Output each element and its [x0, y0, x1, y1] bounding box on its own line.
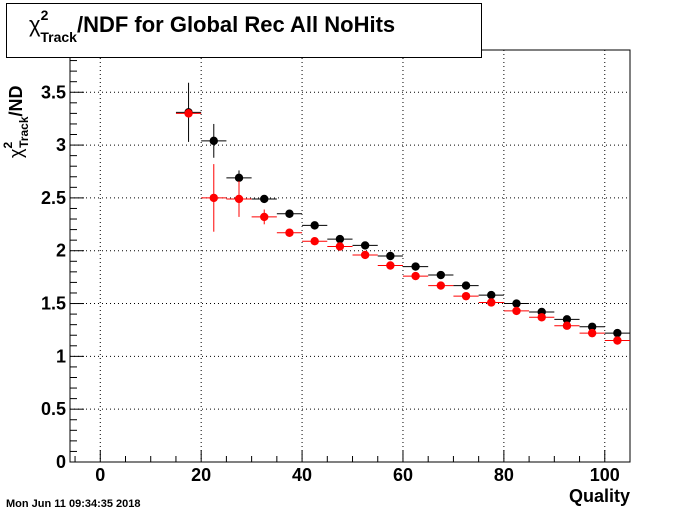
y-axis-label: χ2 Track/ND [1, 38, 42, 168]
data-point [360, 241, 370, 250]
data-point [209, 136, 218, 146]
ylabel-superscript: 2 [1, 141, 15, 149]
data-point [487, 298, 496, 307]
data-point [512, 306, 521, 316]
data-point [562, 321, 572, 330]
axis-ticks [70, 49, 631, 463]
data-point [411, 262, 420, 271]
data-point [411, 271, 420, 281]
axes [69, 49, 631, 463]
chart-title: χ2 Track/NDF for Global Rec All NoHits [29, 7, 396, 45]
data-point [184, 109, 193, 118]
x-tick-label: 0 [95, 465, 105, 485]
x-axis-label: Quality [568, 486, 630, 506]
data-point [260, 212, 269, 222]
data-point [386, 261, 395, 270]
data-point [234, 194, 244, 204]
data-point [487, 290, 496, 300]
x-tick-label: 80 [494, 465, 514, 485]
data-point [613, 328, 622, 338]
y-tick-label: 2.5 [41, 188, 66, 208]
y-tick-label: 0 [56, 452, 66, 472]
data-point [461, 291, 471, 301]
data-point [335, 242, 345, 251]
data-point [360, 250, 370, 260]
ylabel-subscript: Track [17, 116, 31, 148]
title-subscript: Track [40, 29, 77, 45]
title-superscript: 2 [40, 7, 49, 23]
data-point [209, 193, 218, 203]
data-point [386, 251, 395, 261]
data-point [285, 209, 294, 218]
data-point [310, 237, 319, 246]
data-point [436, 281, 446, 290]
data-point [436, 270, 446, 280]
ylabel-main-text: /ND [6, 85, 26, 117]
y-tick-label: 0.5 [41, 399, 66, 419]
x-tick-label: 40 [292, 465, 312, 485]
data-point [285, 228, 294, 237]
data-point [512, 299, 521, 308]
title-main-text: /NDF for Global Rec All NoHits [76, 12, 396, 37]
title-box: χ2 Track/NDF for Global Rec All NoHits [6, 3, 482, 58]
data-point [260, 194, 269, 204]
data-point [587, 322, 597, 331]
title-chi-symbol: χ [29, 12, 41, 37]
data-point [310, 221, 319, 230]
y-tick-label: 1 [56, 346, 66, 366]
y-tick-label: 1.5 [41, 294, 66, 314]
data-point [562, 315, 572, 324]
timestamp: Mon Jun 11 09:34:35 2018 [6, 498, 141, 510]
data-series [175, 82, 630, 345]
y-tick-label: 3.5 [41, 82, 66, 102]
data-point [537, 313, 546, 322]
data-point [461, 281, 471, 290]
x-tick-label: 20 [191, 465, 211, 485]
x-tick-label: 60 [393, 465, 413, 485]
data-point [234, 173, 244, 183]
plot-frame [69, 49, 631, 463]
series-1 [175, 109, 630, 345]
grid-lines [70, 50, 630, 462]
tick-labels: 0 20 40 60 80 100 0 0.5 1 1.5 2 2.5 3 3.5 [41, 82, 620, 485]
y-tick-label: 2 [56, 241, 66, 261]
data-point [335, 234, 345, 244]
ylabel-chi-symbol: χ [6, 148, 26, 158]
data-point [587, 328, 597, 338]
x-tick-label: 100 [590, 465, 620, 485]
y-tick-label: 3 [56, 135, 66, 155]
data-point [613, 336, 622, 345]
